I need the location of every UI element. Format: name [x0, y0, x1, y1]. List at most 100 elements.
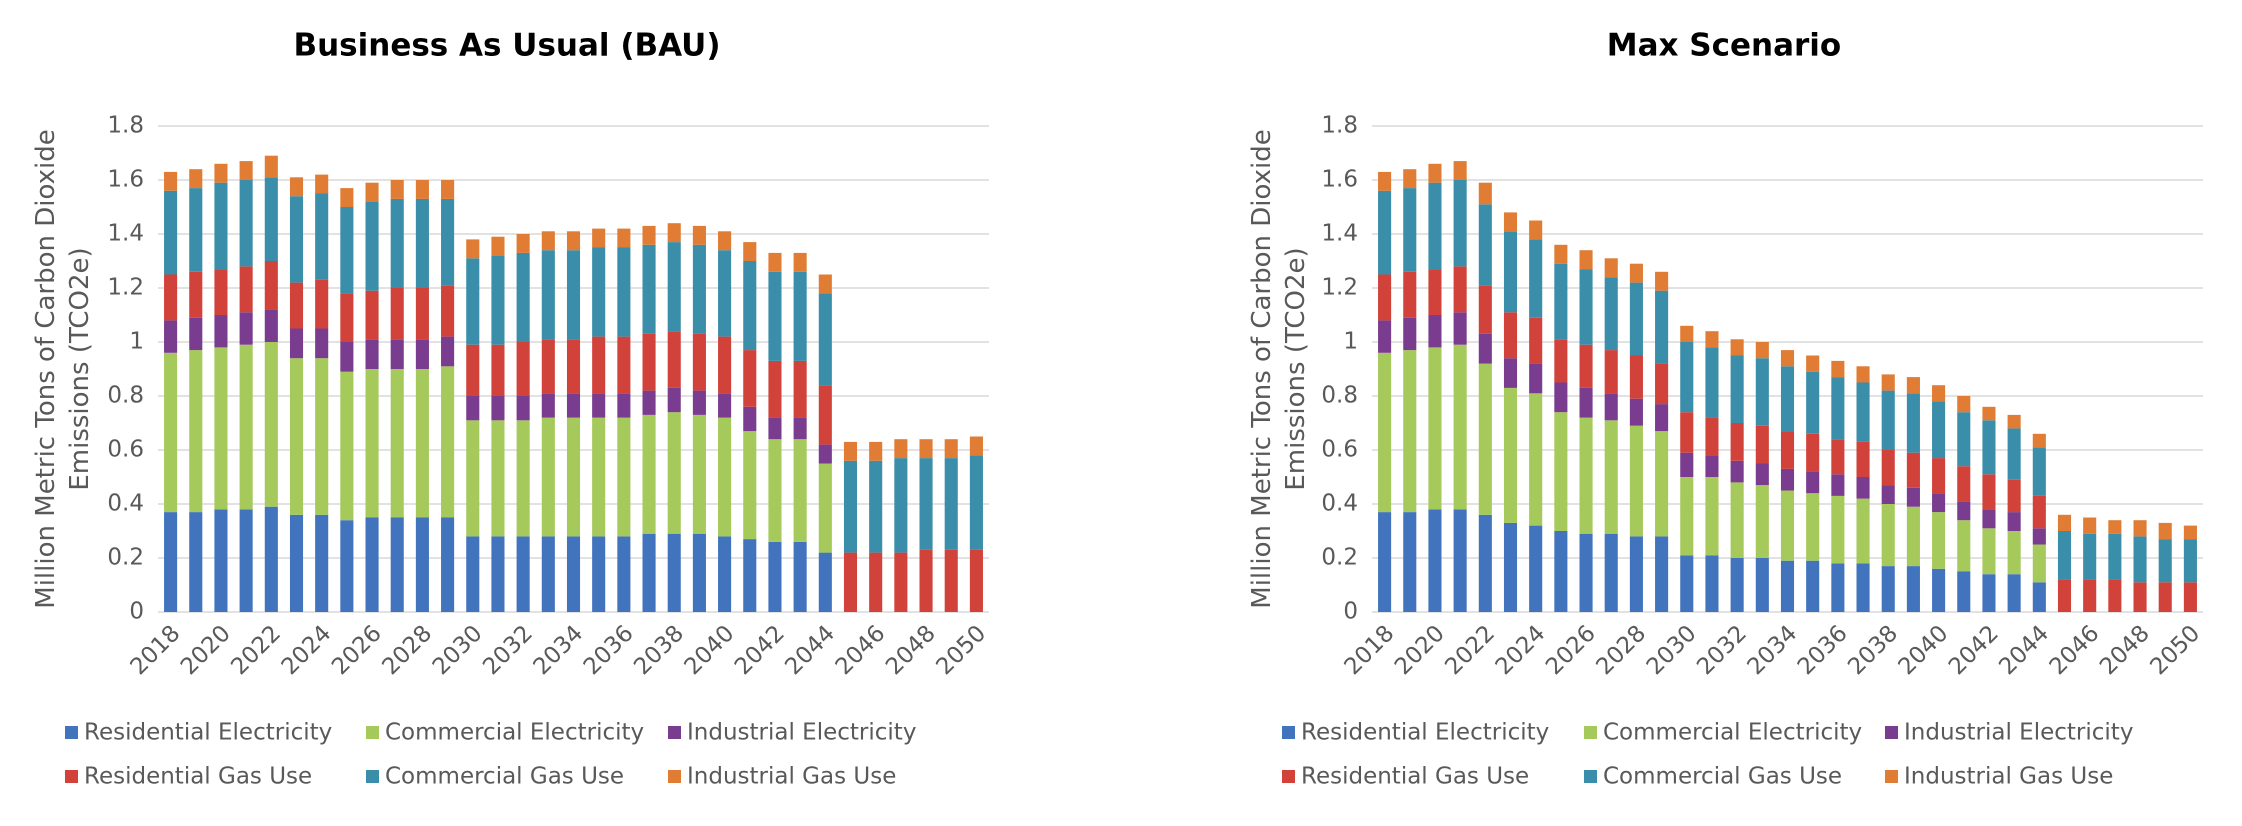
bar-segment: [1730, 423, 1744, 461]
bar-segment: [793, 417, 807, 440]
bar-segment: [2183, 525, 2197, 540]
bar-segment: [1403, 350, 1417, 513]
bar-segment: [189, 188, 203, 272]
bar-segment: [2057, 514, 2072, 531]
bar-segment: [642, 333, 656, 391]
bar-segment: [1604, 420, 1618, 534]
bar-segment: [1780, 350, 1795, 367]
x-tick-label: 2040: [680, 620, 740, 680]
bar-segment: [768, 271, 782, 361]
bar-segment: [289, 196, 304, 283]
bar-segment: [692, 390, 706, 415]
bar-segment: [768, 541, 782, 612]
bar-segment: [1529, 239, 1543, 318]
bar-segment: [415, 517, 429, 612]
bar-segment: [1529, 393, 1543, 526]
bar-segment: [466, 344, 480, 396]
legend-label: Residential Electricity: [84, 720, 332, 746]
bar-segment: [1478, 182, 1492, 205]
bar-segment: [1806, 560, 1820, 612]
bar-segment: [441, 198, 455, 286]
bar-segment: [1982, 574, 1996, 612]
bar-segment: [2083, 533, 2097, 580]
bar-segment: [1378, 190, 1392, 275]
bar-segment: [692, 244, 706, 334]
bar-segment: [1705, 331, 1719, 348]
bar-segment: [164, 171, 178, 191]
bar-segment: [1806, 371, 1820, 434]
bar-segment: [1453, 312, 1467, 345]
legend-label: Industrial Electricity: [1904, 720, 2133, 746]
bar-segment: [1579, 269, 1593, 345]
bar-segment: [2007, 531, 2021, 575]
bar-segment: [566, 536, 581, 612]
x-tick-label: 2024: [277, 620, 337, 680]
bar-segment: [1957, 501, 1971, 521]
bar-segment: [969, 436, 983, 456]
bar-segment: [592, 247, 606, 337]
bar-segment: [1403, 317, 1417, 351]
bar-segment: [1906, 506, 1920, 567]
bar-segment: [2007, 479, 2021, 513]
bar-segment: [365, 182, 379, 202]
bar-segment: [1705, 347, 1719, 418]
bar-segment: [491, 344, 505, 396]
x-tick-label: 2032: [1692, 620, 1752, 680]
bar-segment: [1428, 163, 1442, 183]
bar-segment: [1932, 512, 1946, 569]
bar-segment: [516, 234, 530, 253]
x-tick-label: 2048: [2095, 620, 2155, 680]
bar-segment: [1529, 317, 1543, 364]
bar-segment: [1730, 482, 1744, 558]
bar-segment: [491, 536, 505, 612]
bar-segment: [768, 439, 782, 542]
bar-segment: [1403, 271, 1417, 318]
bar-segment: [1806, 493, 1820, 561]
bar-segment: [592, 417, 606, 537]
chart: Business As Usual (BAU) Million Metric To…: [31, 28, 992, 790]
bar-segment: [2108, 579, 2122, 612]
bar-segment: [390, 180, 404, 199]
bar-segment: [1478, 285, 1492, 334]
bar-segment: [1378, 320, 1392, 353]
x-tick-label: 2034: [529, 620, 589, 680]
bar-segment: [1705, 455, 1719, 477]
bar-segment: [1629, 355, 1643, 399]
bar-segment: [415, 198, 429, 288]
bar-segment: [2057, 579, 2072, 612]
bar-segment: [793, 360, 807, 418]
legend-label: Commercial Electricity: [1603, 720, 1862, 746]
y-tick-label: 0.8: [1321, 383, 1358, 409]
bar-segment: [2158, 539, 2172, 583]
x-tick-label: 2028: [377, 620, 437, 680]
bar-segment: [1831, 563, 1845, 612]
bar-segment: [415, 288, 429, 340]
bar-segment: [818, 444, 832, 464]
bar-segment: [692, 533, 706, 612]
bar-segment: [1881, 485, 1895, 504]
bar-segment: [1806, 471, 1820, 494]
bar-segment: [869, 552, 883, 612]
bar-segment: [189, 317, 203, 351]
bar-segment: [1957, 571, 1971, 612]
bar-segment: [541, 417, 555, 537]
bar-segment: [566, 393, 581, 418]
bar-segment: [1982, 406, 1996, 421]
legend-label: Residential Gas Use: [1301, 764, 1529, 790]
bar-segment: [944, 549, 958, 612]
bar-segment: [1629, 398, 1643, 426]
bar-segment: [667, 242, 681, 332]
bar-segment: [264, 342, 278, 507]
x-tick-label: 2042: [1944, 620, 2004, 680]
bar-segment: [617, 536, 631, 612]
x-tick-label: 2028: [1591, 620, 1651, 680]
bar-segment: [566, 250, 581, 340]
x-tick-label: 2018: [126, 620, 186, 680]
bar-segment: [1680, 477, 1694, 556]
bar-segment: [1529, 220, 1543, 240]
bar-segment: [516, 536, 530, 612]
bar-segment: [768, 252, 782, 272]
x-tick-label: 2034: [1743, 620, 1803, 680]
bar-segment: [516, 342, 530, 396]
